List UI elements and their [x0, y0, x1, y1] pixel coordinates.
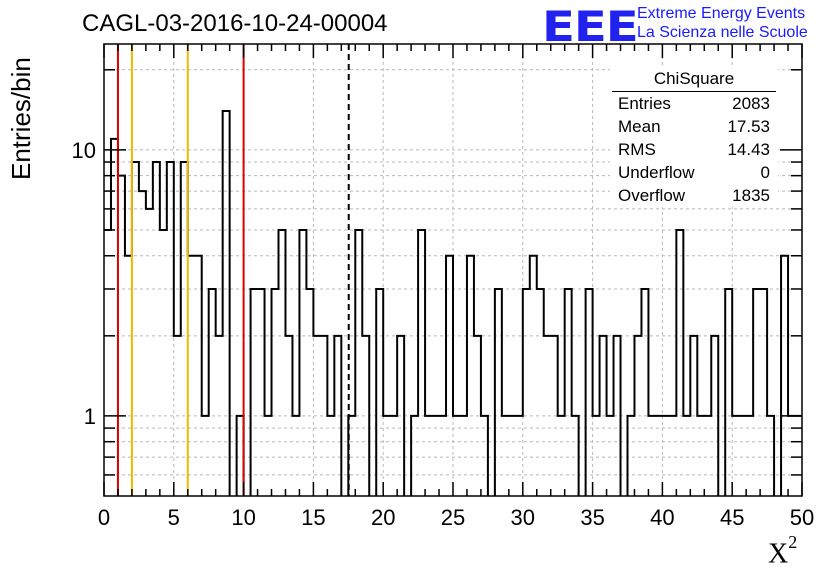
x-tick-label: 50 — [790, 505, 814, 530]
stats-box: ChiSquare Entries 2083 Mean 17.53 RMS 14.43 Un… — [610, 67, 778, 207]
y-tick-label: 10 — [72, 138, 96, 163]
eee-logo: EEE — [542, 2, 639, 51]
x-tick-label: 10 — [231, 505, 255, 530]
stats-row-underflow: Underflow 0 — [610, 161, 778, 184]
stats-value: 2083 — [732, 94, 770, 113]
x-axis-label-base: X — [768, 538, 789, 570]
y-ticks — [104, 69, 802, 476]
chart-title: CAGL-03-2016-10-24-00004 — [82, 10, 388, 37]
x-tick-label: 40 — [650, 505, 674, 530]
x-tick-label: 35 — [580, 505, 604, 530]
x-tick-label: 15 — [301, 505, 325, 530]
stats-row-rms: RMS 14.43 — [610, 138, 778, 161]
y-axis-label: Entries/bin — [6, 57, 36, 180]
x-tick-label: 20 — [371, 505, 395, 530]
logo-caption: Extreme Energy Events La Scienza nelle S… — [637, 4, 808, 42]
stats-label: Underflow — [618, 163, 695, 182]
x-tick-label: 45 — [720, 505, 744, 530]
histogram-line — [104, 109, 802, 496]
x-axis-label: X2 — [768, 532, 797, 570]
x-ticks — [103, 44, 803, 496]
stats-label: Overflow — [618, 186, 686, 205]
stats-label: Mean — [618, 117, 661, 136]
stats-value: 14.43 — [727, 140, 770, 159]
stats-label: Entries — [618, 94, 671, 113]
stats-row-overflow: Overflow 1835 — [610, 184, 778, 207]
stats-value: 17.53 — [727, 117, 770, 136]
stats-box-title: ChiSquare — [612, 67, 776, 92]
stats-label: RMS — [618, 140, 656, 159]
x-tick-label: 0 — [98, 505, 110, 530]
y-tick-label: 1 — [84, 404, 96, 429]
x-tick-label: 5 — [168, 505, 180, 530]
stats-rows: Entries 2083 Mean 17.53 RMS 14.43 Underflow 0 Ov… — [610, 92, 778, 207]
stats-value: 1835 — [732, 186, 770, 205]
x-axis-label-superscript: 2 — [788, 532, 798, 552]
stats-value: 0 — [760, 163, 770, 182]
stats-row-entries: Entries 2083 — [610, 92, 778, 115]
x-tick-label: 25 — [441, 505, 465, 530]
x-tick-label: 30 — [511, 505, 535, 530]
logo-line-2: La Scienza nelle Scuole — [637, 24, 808, 41]
logo-line-1: Extreme Energy Events — [637, 5, 806, 22]
stats-row-mean: Mean 17.53 — [610, 115, 778, 138]
